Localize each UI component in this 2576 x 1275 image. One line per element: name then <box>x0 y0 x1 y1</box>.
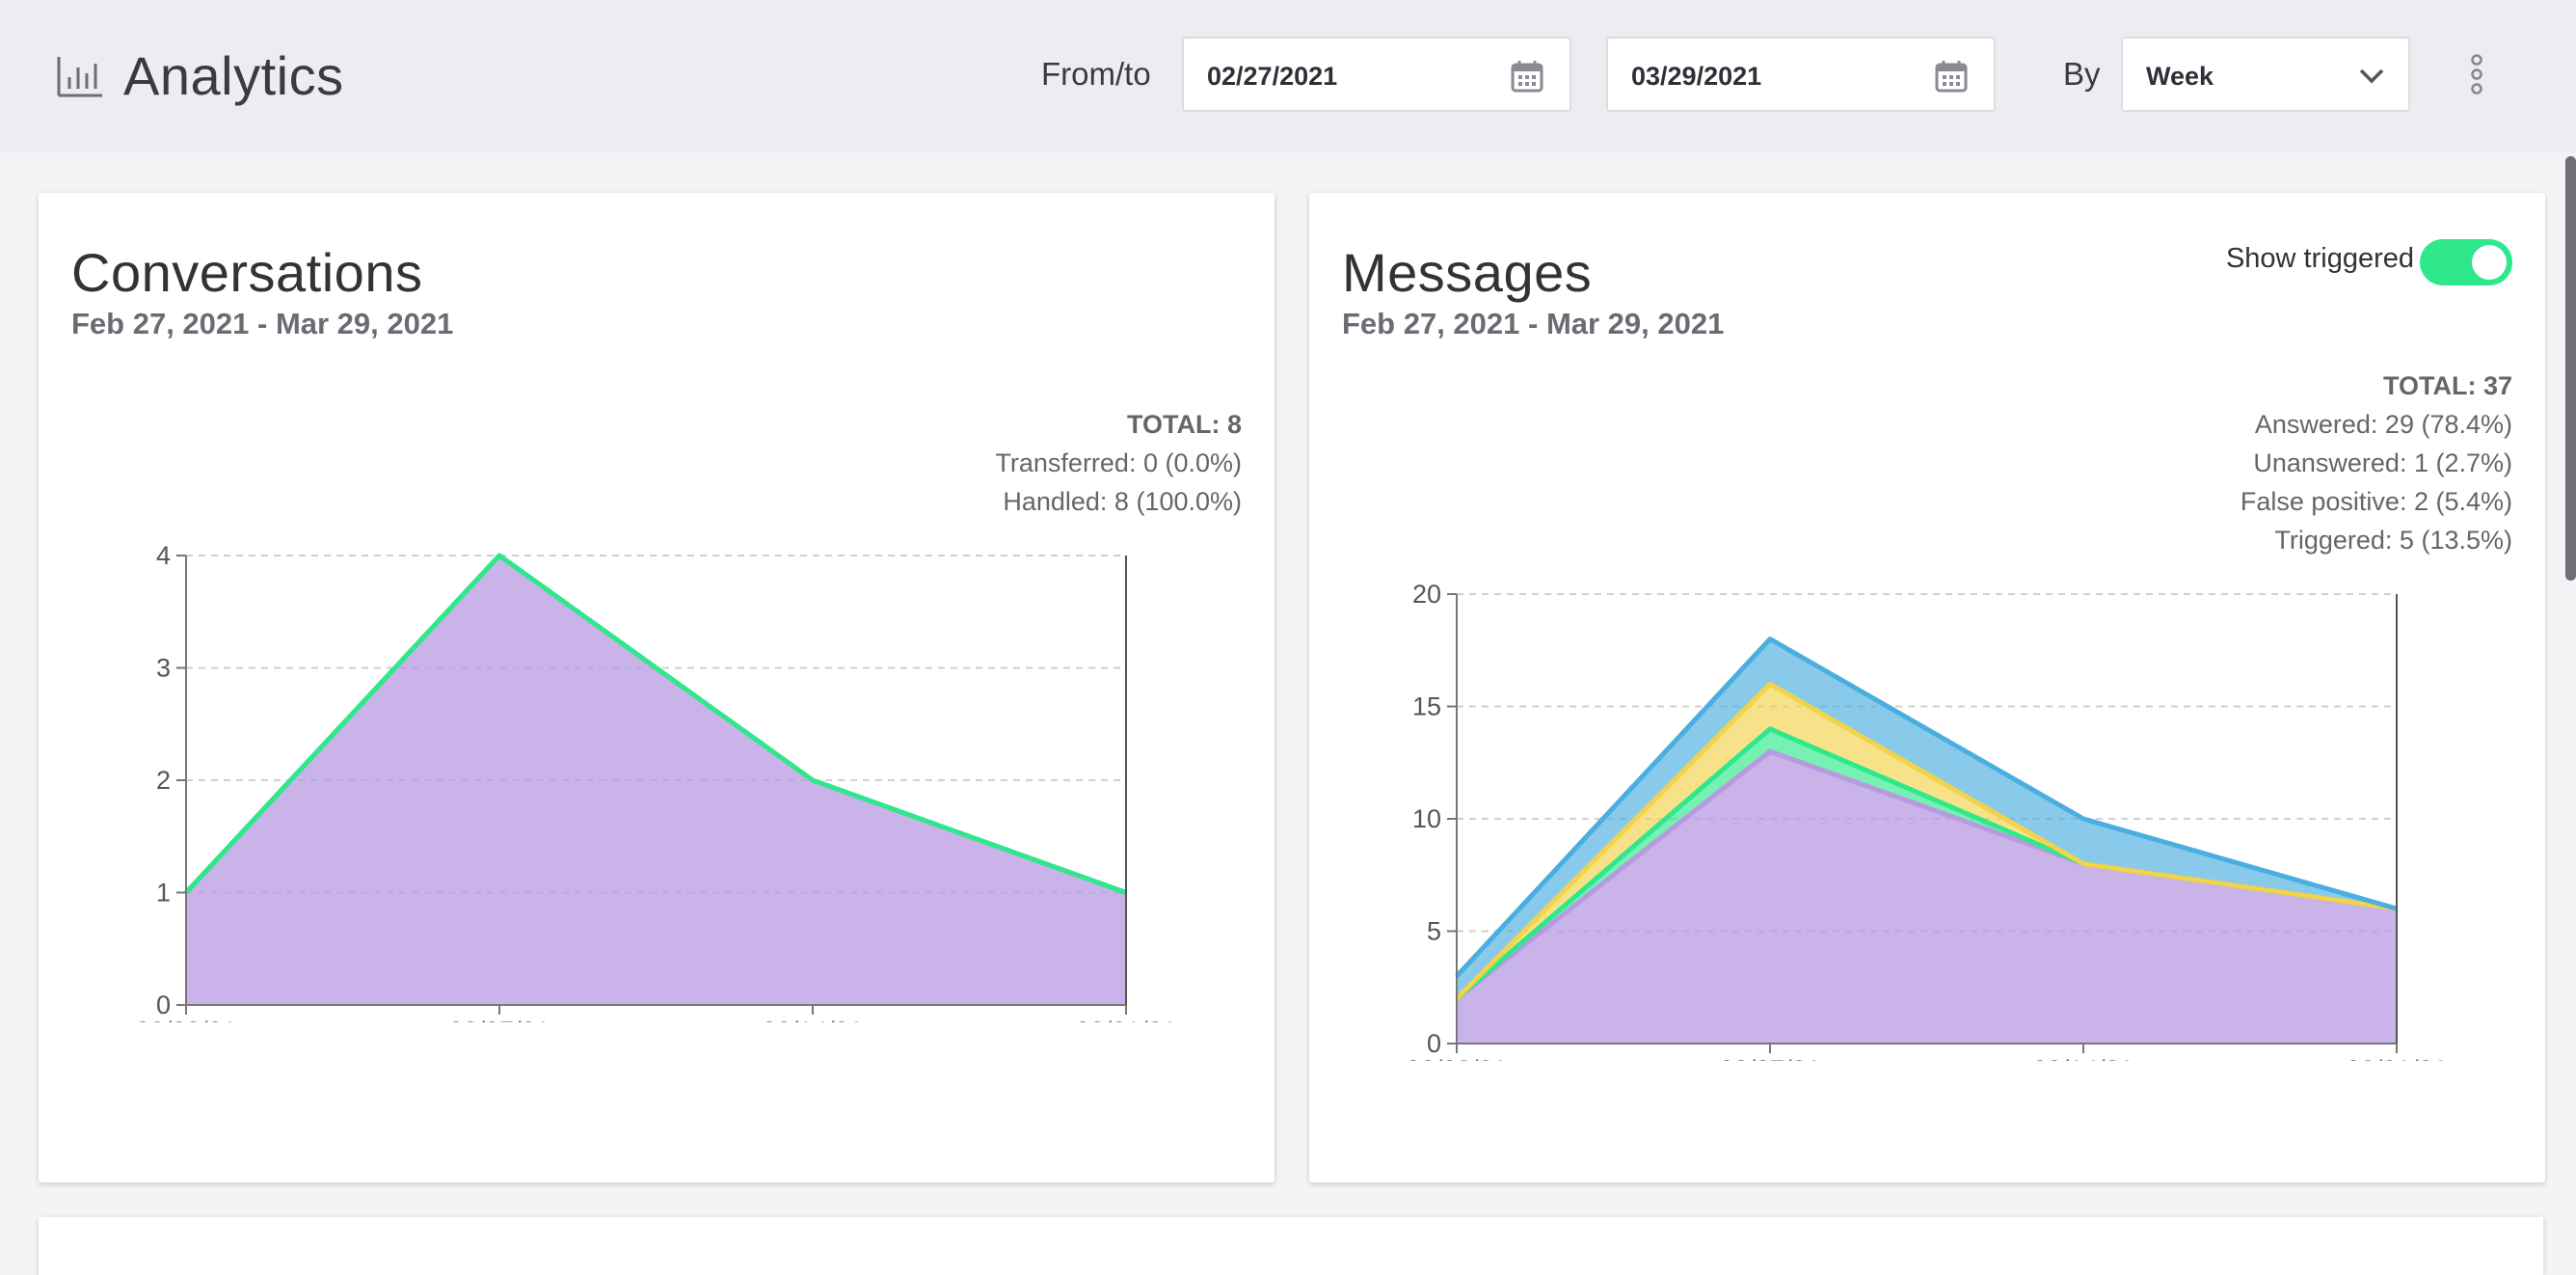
from-date-value: 02/27/2021 <box>1207 62 1338 91</box>
conversations-stats: TOTAL: 8 Transferred: 0 (0.0%) Handled: … <box>995 405 1242 521</box>
x-tick-label: 03/14/21 <box>762 1017 863 1022</box>
from-to-label: From/to <box>1041 56 1151 92</box>
x-tick-label: 03/21/21 <box>2346 1055 2447 1061</box>
line-false-positive <box>1455 681 2398 1001</box>
x-tick-label: 03/07/21 <box>1719 1055 1820 1061</box>
calendar-icon[interactable] <box>1510 59 1544 94</box>
chevron-down-icon <box>2359 68 2384 84</box>
calendar-icon[interactable] <box>1934 59 1969 94</box>
scrollbar[interactable] <box>2565 156 2576 581</box>
area-handled <box>186 556 1126 1005</box>
line-triggered <box>1455 637 2398 978</box>
x-tick-label: 03/07/21 <box>448 1017 550 1022</box>
messages-triggered: Triggered: 5 (13.5%) <box>2274 526 2512 555</box>
y-tick-label: 2 <box>156 766 171 795</box>
messages-date-range: Feb 27, 2021 - Mar 29, 2021 <box>1342 307 1725 340</box>
conversations-total: TOTAL: 8 <box>1127 410 1242 439</box>
y-tick-label: 15 <box>1412 692 1441 721</box>
to-date-value: 03/29/2021 <box>1631 62 1762 91</box>
messages-answered: Answered: 29 (78.4%) <box>2254 410 2512 439</box>
y-tick-label: 1 <box>156 879 171 908</box>
messages-title: Messages <box>1342 242 1593 303</box>
y-tick-label: 20 <box>1412 580 1441 609</box>
y-tick-label: 5 <box>1427 917 1441 946</box>
next-card <box>39 1217 2543 1275</box>
x-tick-label: 03/21/21 <box>1075 1017 1176 1022</box>
area-answered <box>1457 751 2397 1044</box>
x-tick-label: 02/28/21 <box>1406 1055 1507 1061</box>
messages-total: TOTAL: 37 <box>2382 371 2512 400</box>
x-tick-label: 03/14/21 <box>2032 1055 2133 1061</box>
to-date-input[interactable]: 03/29/2021 <box>1606 37 1996 112</box>
y-tick-label: 10 <box>1412 804 1441 833</box>
show-triggered-label: Show triggered <box>2225 243 2414 274</box>
messages-stats: TOTAL: 37 Answered: 29 (78.4%) Unanswere… <box>2241 366 2512 559</box>
top-bar: Analytics From/to 02/27/2021 03/29/2021 … <box>0 0 2576 152</box>
y-tick-label: 4 <box>156 541 171 570</box>
conversations-chart: 0123402/28/2103/07/2103/14/2103/21/21han… <box>135 541 1176 1022</box>
title-group: Analytics <box>56 44 344 107</box>
by-label: By <box>2063 56 2101 92</box>
from-date-input[interactable]: 02/27/2021 <box>1182 37 1571 112</box>
y-tick-label: 3 <box>156 654 171 683</box>
toggle-knob <box>2472 245 2507 280</box>
y-tick-label: 0 <box>1427 1029 1441 1058</box>
messages-false-positive: False positive: 2 (5.4%) <box>2240 487 2512 516</box>
messages-card: Messages Feb 27, 2021 - Mar 29, 2021 Sho… <box>1309 193 2545 1182</box>
messages-chart: 0 5 10 15 20 02/28/21 03/07/21 03/14/21 03/21/21… <box>1406 580 2447 1061</box>
conversations-card: Conversations Feb 27, 2021 - Mar 29, 202… <box>39 193 1275 1182</box>
x-tick-label: 02/28/21 <box>135 1017 236 1022</box>
period-select-value: Week <box>2146 62 2214 91</box>
page-title: Analytics <box>123 45 344 106</box>
area-triggered <box>1457 638 2397 999</box>
more-options-icon[interactable] <box>2464 52 2489 96</box>
conversations-handled: Handled: 8 (100.0%) <box>1003 487 1242 516</box>
conversations-transferred: Transferred: 0 (0.0%) <box>995 448 1242 477</box>
messages-unanswered: Unanswered: 1 (2.7%) <box>2253 448 2512 477</box>
period-select[interactable]: Week <box>2121 37 2410 112</box>
conversations-title: Conversations <box>71 242 423 303</box>
bar-chart-icon <box>57 56 102 96</box>
line-transferred <box>184 553 1127 895</box>
show-triggered-toggle[interactable] <box>2420 239 2512 285</box>
conversations-date-range: Feb 27, 2021 - Mar 29, 2021 <box>71 307 454 340</box>
y-tick-label: 0 <box>156 990 171 1019</box>
